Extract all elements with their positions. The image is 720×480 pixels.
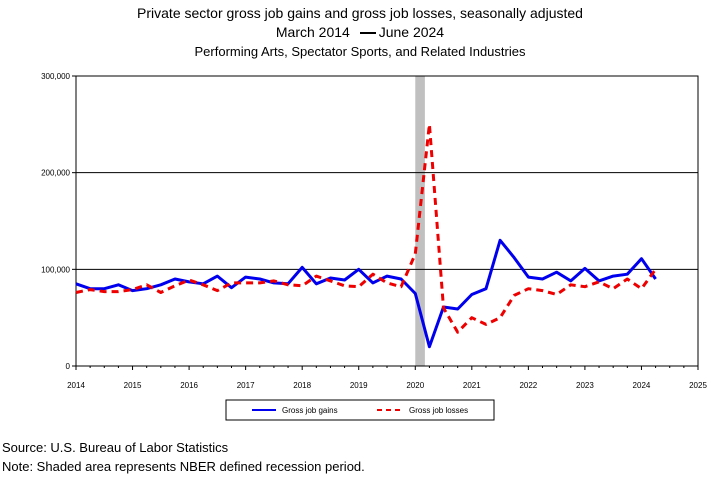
y-tick-label: 0 (66, 362, 71, 371)
legend-entry-losses-label: Gross job losses (409, 406, 468, 415)
y-tick-label: 200,000 (41, 169, 70, 178)
series-line-gains (75, 238, 657, 349)
x-tick-label: 2021 (463, 381, 481, 390)
x-tick-label: 2020 (406, 381, 424, 390)
chart-date-range: March 2014 June 2024 (0, 23, 720, 42)
legend-entry-gains-label: Gross job gains (282, 406, 338, 415)
x-tick-label: 2025 (689, 381, 707, 390)
date-range-start: March 2014 (275, 24, 350, 40)
plot-frame (75, 75, 699, 367)
recession-shading (415, 76, 425, 366)
x-tick-label: 2015 (124, 381, 142, 390)
x-tick-label: 2019 (350, 381, 368, 390)
chart-subtitle: Performing Arts, Spectator Sports, and R… (194, 44, 526, 59)
date-range-dash (359, 32, 376, 35)
legend-box (225, 399, 495, 421)
x-tick-label: 2014 (67, 381, 85, 390)
x-tick-label: 2016 (180, 381, 198, 390)
chart-title-block: Private sector gross job gains and gross… (0, 4, 720, 61)
y-tick-label: 300,000 (41, 72, 70, 81)
recession-note: Note: Shaded area represents NBER define… (2, 459, 365, 474)
legend: Gross job gains Gross job losses (225, 399, 495, 421)
x-tick-label: 2023 (576, 381, 594, 390)
y-tick-label: 100,000 (41, 265, 70, 274)
x-tick-label: 2017 (237, 381, 255, 390)
series-line-losses (75, 122, 657, 334)
x-tick-label: 2022 (519, 381, 537, 390)
source-note: Source: U.S. Bureau of Labor Statistics (2, 440, 229, 455)
date-range-end: June 2024 (378, 24, 445, 40)
chart-title: Private sector gross job gains and gross… (137, 5, 583, 21)
x-tick-label: 2018 (293, 381, 311, 390)
x-tick-label: 2024 (633, 381, 651, 390)
